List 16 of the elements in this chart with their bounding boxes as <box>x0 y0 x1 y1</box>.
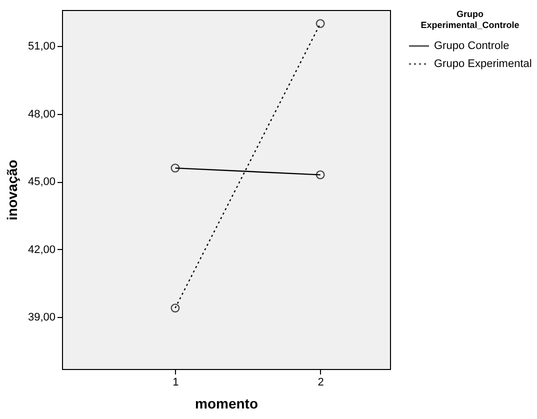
y-tick-label: 48,00 <box>28 108 56 120</box>
x-axis-title: momento <box>195 396 258 412</box>
legend-label: Grupo Experimental <box>434 58 532 70</box>
y-tick-label: 42,00 <box>28 244 56 256</box>
y-tick-label: 51,00 <box>28 40 56 53</box>
y-tick-label: 39,00 <box>28 312 56 324</box>
point <box>170 164 180 173</box>
x-tick-label: 1 <box>172 376 179 388</box>
y-tick-label: 45,00 <box>28 176 56 188</box>
point <box>316 170 325 180</box>
legend-label: Grupo Controle <box>434 40 510 52</box>
x-tick-label: 2 <box>318 376 324 388</box>
legend-title: Grupo Experimental_Controle <box>420 9 520 30</box>
y-axis-title: inovação <box>4 160 20 220</box>
point <box>316 19 325 28</box>
point <box>170 304 180 313</box>
